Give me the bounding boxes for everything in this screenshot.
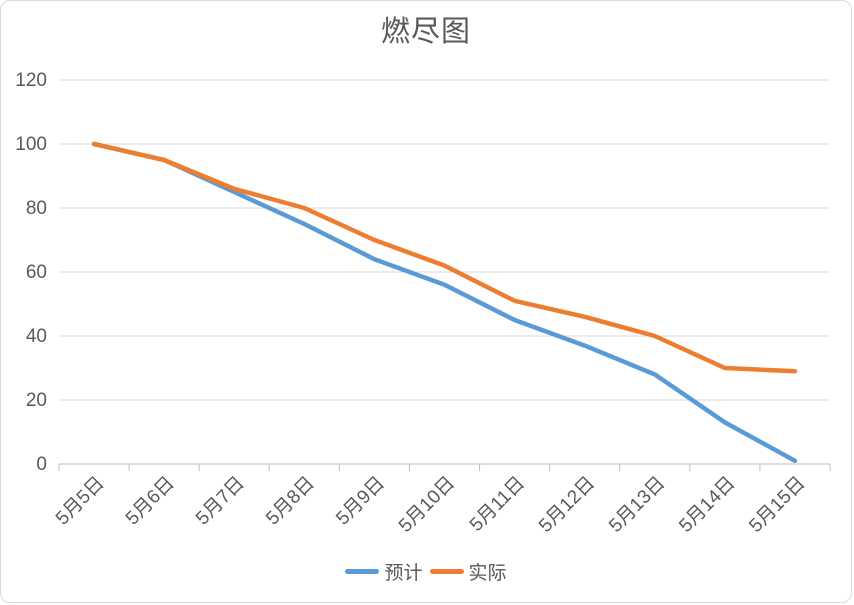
x-axis-label-4: 5月9日 — [332, 473, 389, 530]
y-axis-label-60: 60 — [26, 262, 47, 283]
legend-item-planned: 预计 — [345, 558, 423, 585]
legend-label-actual: 实际 — [468, 563, 507, 584]
series-line-planned — [91, 141, 798, 464]
series-line-actual — [91, 141, 798, 374]
y-axis-label-80: 80 — [26, 198, 47, 219]
x-axis-label-8: 5月13日 — [605, 473, 669, 537]
legend-label-planned: 预计 — [384, 563, 423, 584]
y-axis-label-20: 20 — [26, 390, 47, 411]
legend-swatch-planned — [345, 569, 380, 574]
x-axis-label-5: 5月10日 — [395, 473, 459, 537]
x-axis-label-1: 5月6日 — [122, 473, 179, 530]
x-axis-label-6: 5月11日 — [466, 473, 529, 536]
x-axis-label-3: 5月8日 — [262, 473, 319, 530]
y-axis-label-0: 0 — [36, 454, 47, 475]
legend-swatch-actual — [429, 569, 464, 574]
chart-legend: 预计 实际 — [1, 558, 851, 585]
x-axis-label-0: 5月5日 — [52, 473, 109, 530]
y-axis-label-120: 120 — [15, 70, 47, 91]
x-axis-label-2: 5月7日 — [192, 473, 249, 530]
chart-title: 燃尽图 — [380, 16, 471, 48]
x-axis-label-9: 5月14日 — [675, 473, 739, 537]
y-axis-label-100: 100 — [15, 134, 47, 155]
x-axis-label-10: 5月15日 — [745, 473, 809, 537]
x-axis-label-7: 5月12日 — [535, 473, 599, 537]
y-axis-label-40: 40 — [26, 326, 47, 347]
legend-item-actual: 实际 — [429, 558, 507, 585]
